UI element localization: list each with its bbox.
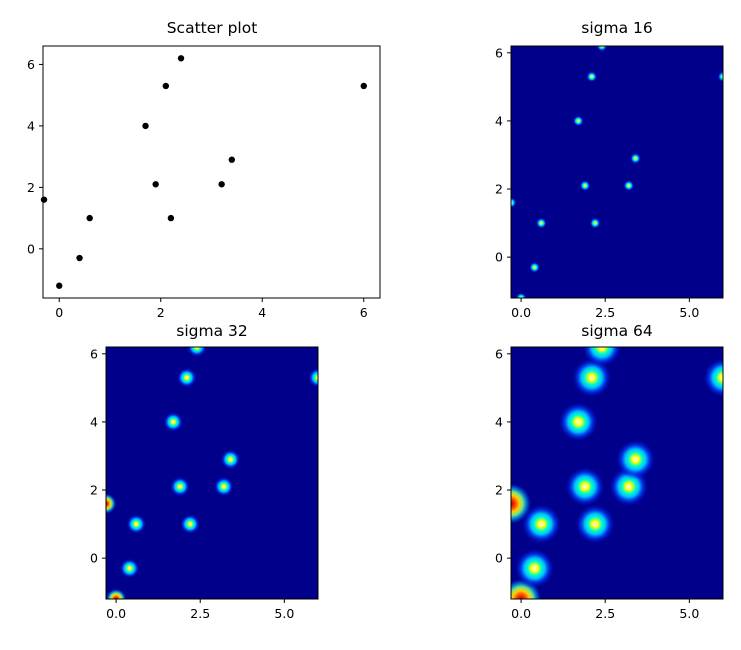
scatter-point [167, 214, 175, 222]
x-tick-label: 6 [360, 305, 368, 320]
sigma-16-panel: 0.0 2.5 5.0 0 2 4 6 sigma 16 [495, 19, 724, 320]
y-tick-label: 0 [495, 551, 503, 566]
density-blob [717, 71, 723, 83]
density-blob [703, 357, 723, 398]
x-tick-label: 0.0 [511, 305, 531, 320]
heatmap-background [106, 347, 318, 599]
scatter-point [218, 181, 225, 188]
density-blob [575, 504, 616, 545]
sigma-32-heatmap [106, 347, 318, 599]
density-blob [106, 493, 116, 514]
y-tick-label: 4 [27, 118, 35, 133]
x-tick-label: 5.0 [274, 606, 294, 621]
y-tick-label: 4 [90, 414, 98, 429]
y-tick-label: 0 [495, 250, 503, 265]
sigma-64-ticks: 0.0 2.5 5.0 0 2 4 6 [495, 346, 699, 621]
y-tick-label: 2 [27, 180, 35, 195]
y-tick-label: 6 [27, 57, 35, 72]
scatter-point [162, 82, 170, 90]
density-blob [186, 347, 207, 357]
density-blob [170, 476, 191, 497]
density-blob [571, 357, 612, 398]
density-blob [615, 439, 656, 480]
scatter-point [76, 254, 83, 262]
density-blob [623, 180, 635, 192]
heatmap-background [511, 46, 723, 298]
sigma-32-ticks: 0.0 2.5 5.0 0 2 4 6 [90, 346, 294, 621]
density-blob [106, 589, 127, 599]
density-blob [535, 217, 547, 229]
x-tick-label: 5.0 [679, 606, 699, 621]
sigma-64-frame [510, 346, 724, 600]
x-tick-label: 0.0 [106, 606, 126, 621]
density-blob [596, 46, 608, 52]
scatter-plot-frame [42, 45, 381, 299]
scatter-plot-ticks: 0 2 4 6 0 2 4 6 [27, 57, 368, 320]
y-tick-label: 0 [27, 241, 35, 256]
scatter-point [360, 82, 367, 90]
x-tick-label: 5.0 [679, 305, 699, 320]
scatter-point [152, 181, 159, 188]
x-tick-label: 2 [157, 305, 165, 320]
scatter-points [40, 55, 367, 289]
scatter-point [40, 196, 48, 203]
sigma-16-heatmap [511, 46, 723, 298]
density-blob [589, 217, 601, 229]
y-tick-label: 2 [495, 182, 503, 197]
density-blob [163, 411, 184, 432]
density-blob [581, 347, 622, 367]
density-blob [126, 514, 147, 535]
scatter-point [56, 282, 63, 289]
sigma-16-title: sigma 16 [581, 19, 652, 37]
density-blob [515, 292, 527, 298]
density-blob [308, 367, 318, 388]
y-tick-label: 6 [495, 346, 503, 361]
y-tick-label: 4 [495, 414, 503, 429]
y-tick-label: 2 [495, 483, 503, 498]
density-blob [572, 115, 584, 127]
sigma-64-panel: 0.0 2.5 5.0 0 2 4 6 sigma 64 [495, 322, 724, 621]
sigma-32-frame [105, 346, 319, 600]
density-blob [119, 558, 140, 579]
x-tick-label: 4 [258, 305, 266, 320]
y-tick-label: 4 [495, 113, 503, 128]
density-blob [511, 197, 517, 209]
x-tick-label: 2.5 [595, 606, 615, 621]
scatter-point [86, 214, 93, 222]
y-tick-label: 2 [90, 483, 98, 498]
density-blob [213, 476, 234, 497]
scatter-plot-panel: 0 2 4 6 0 2 4 6 Scatter plot [27, 19, 381, 320]
density-blob [529, 261, 541, 273]
density-blob [586, 71, 598, 83]
density-blob [220, 449, 241, 470]
x-tick-label: 2.5 [595, 305, 615, 320]
density-blob [558, 401, 599, 442]
sigma-32-title: sigma 32 [176, 322, 247, 340]
scatter-point [177, 55, 185, 62]
density-blob [521, 504, 562, 545]
density-blob [176, 367, 197, 388]
sigma-16-frame [510, 45, 724, 299]
x-tick-label: 2.5 [190, 606, 210, 621]
scatter-point [228, 156, 236, 163]
density-blob [565, 466, 606, 507]
sigma-32-panel: 0.0 2.5 5.0 0 2 4 6 sigma 32 [90, 322, 319, 621]
y-tick-label: 6 [495, 45, 503, 60]
density-blob [180, 514, 201, 535]
y-tick-label: 6 [90, 346, 98, 361]
x-tick-label: 0 [55, 305, 63, 320]
sigma-16-ticks: 0.0 2.5 5.0 0 2 4 6 [495, 45, 699, 320]
density-blob [514, 548, 555, 589]
density-blob [579, 180, 591, 192]
scatter-plot-title: Scatter plot [167, 19, 258, 37]
density-blob [630, 152, 642, 164]
y-tick-label: 0 [90, 551, 98, 566]
sigma-64-title: sigma 64 [581, 322, 652, 340]
sigma-64-heatmap [511, 347, 723, 599]
scatter-point [142, 122, 149, 130]
x-tick-label: 0.0 [511, 606, 531, 621]
